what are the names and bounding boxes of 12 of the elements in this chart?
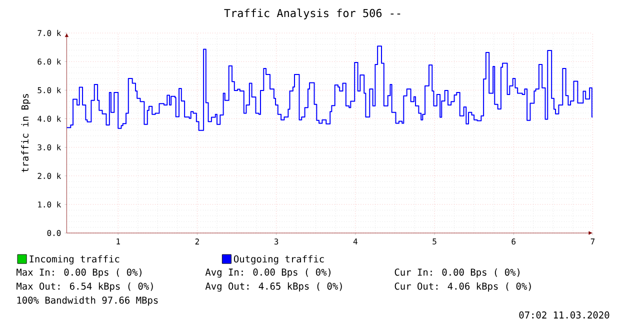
- legend-label: Incoming traffic: [30, 255, 120, 264]
- legend-label: Outgoing traffic: [234, 255, 324, 264]
- text: Avg Out: 4.65 kBps ( 0%): [205, 282, 342, 292]
- text: Max In: 0.00 Bps ( 0%): [16, 268, 142, 278]
- text: Cur Out: 4.06 kBps ( 0%): [394, 282, 531, 292]
- text: 100% Bandwidth 97.66 MBps: [17, 296, 158, 306]
- text: Cur In: 0.00 Bps ( 0%): [394, 268, 520, 278]
- text: Max Out: 6.54 kBps ( 0%): [16, 282, 153, 292]
- text: 07:02 11.03.2020: [519, 311, 610, 319]
- y-axis-title: traffic in Bps: [21, 94, 30, 172]
- text: Avg In: 0.00 Bps ( 0%): [205, 268, 330, 278]
- chart-title: Traffic Analysis for 506 --: [224, 8, 400, 20]
